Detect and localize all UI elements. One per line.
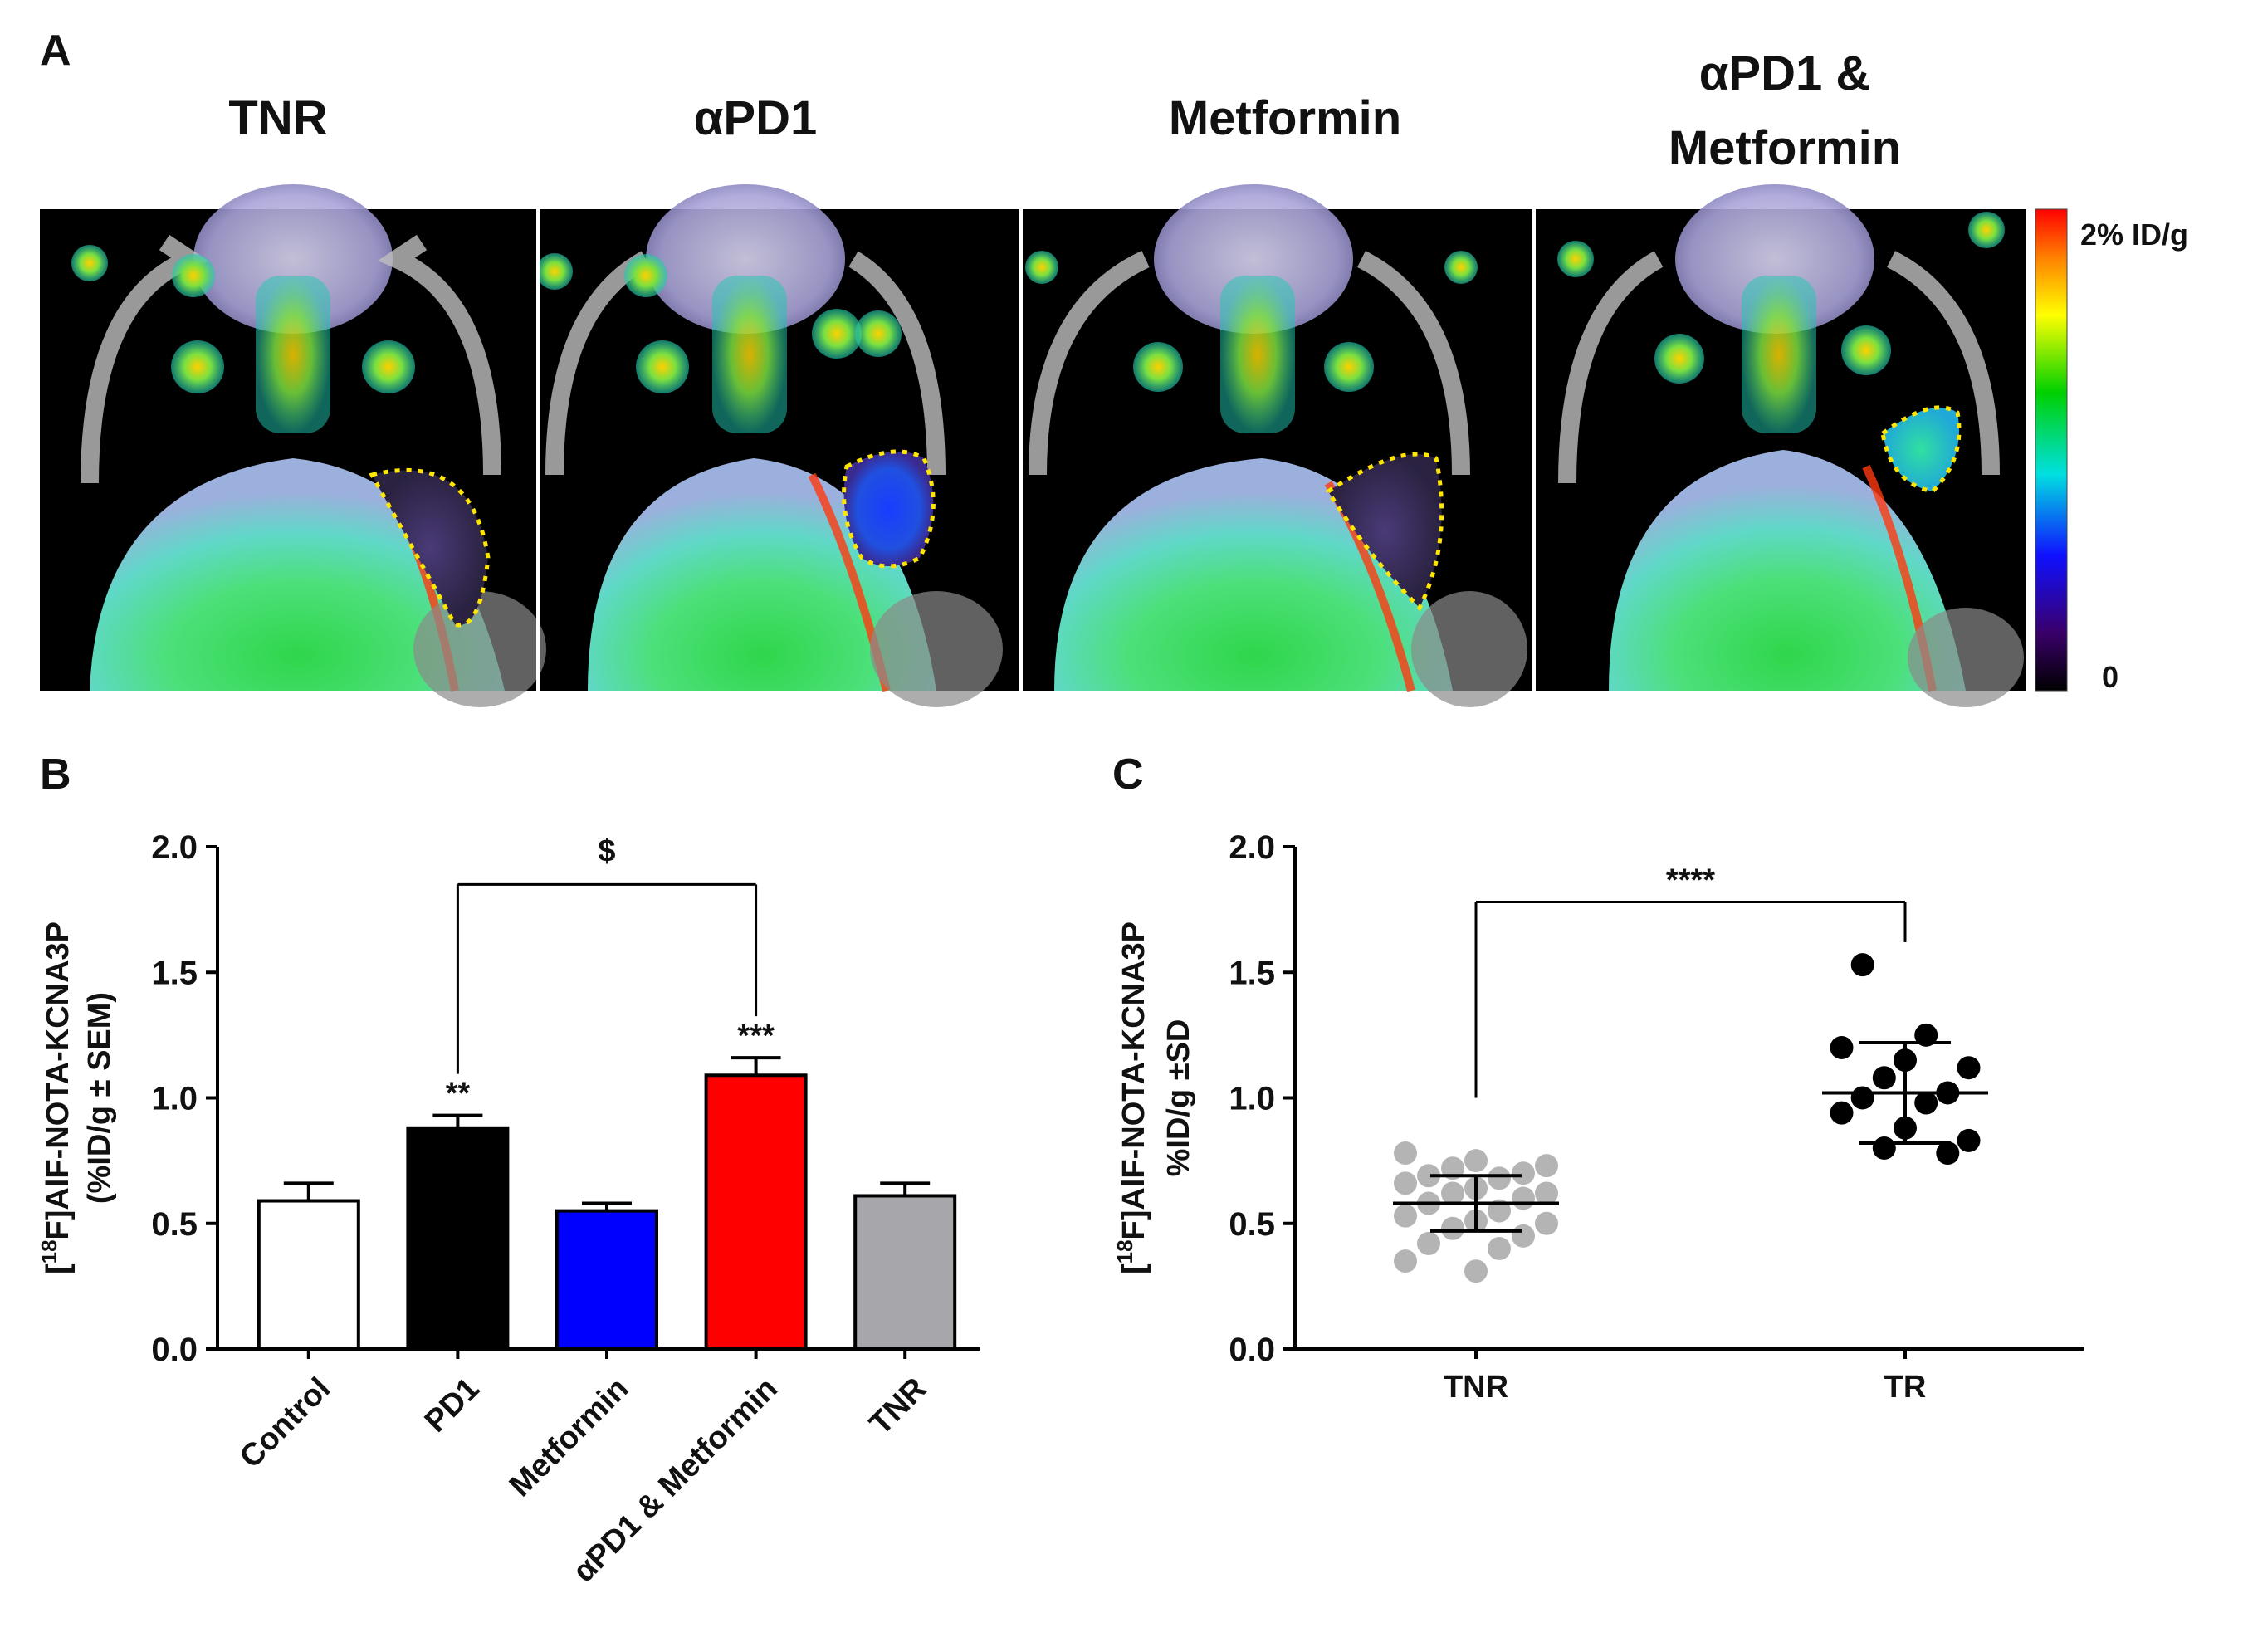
bar (853, 1194, 957, 1351)
y-axis-label-units: %ID/g ±SD (1161, 1019, 1196, 1177)
colorbar (2035, 208, 2068, 692)
data-point (1957, 1056, 1981, 1080)
data-point (1850, 1086, 1874, 1110)
chart-c: 0.0 0.5 1.0 1.5 2.0 TNR TR **** [18F]AlF-NOTA-KC… (1112, 829, 2084, 1405)
panel-c-letter: C (1112, 750, 1144, 799)
data-point (1850, 953, 1874, 977)
data-point (1914, 1091, 1938, 1115)
data-point (1417, 1164, 1440, 1188)
data-point (1957, 1128, 1981, 1152)
data-point (1535, 1181, 1558, 1205)
data-point (1488, 1199, 1511, 1223)
bar (555, 1209, 658, 1351)
y-tick-label: 0.5 (1229, 1206, 1275, 1243)
bracket-label: $ (598, 833, 615, 868)
data-point (1512, 1224, 1535, 1248)
panel-a-title-metformin: Metformin (1169, 91, 1401, 145)
significance-mark: ** (446, 1077, 471, 1112)
bracket-label: **** (1666, 863, 1715, 898)
data-point (1394, 1141, 1417, 1166)
data-point (1830, 1036, 1854, 1059)
data-point (1488, 1237, 1511, 1260)
y-tick-label: 1.5 (151, 955, 198, 991)
panel-a-title-apd1: αPD1 (694, 91, 817, 145)
y-tick-label: 0.0 (1229, 1332, 1275, 1368)
data-point (1394, 1171, 1417, 1195)
bar (704, 1073, 808, 1351)
data-point (1417, 1231, 1440, 1255)
y-tick-label: 2.0 (151, 829, 198, 866)
panel-b-letter: B (40, 750, 71, 799)
x-tick-label: PD1 (418, 1371, 486, 1439)
y-axis-label: [18F]AlF-NOTA-KCNA3P (1112, 921, 1151, 1274)
pet-image-apd1-metformin (1557, 184, 2024, 707)
y-tick-label: 1.0 (151, 1081, 198, 1117)
y-tick-label: 2.0 (1229, 829, 1275, 866)
data-point (1394, 1204, 1417, 1228)
data-point (1441, 1216, 1464, 1240)
pet-image-apd1 (536, 184, 1003, 707)
y-tick-label: 0.0 (151, 1332, 198, 1368)
data-point (1936, 1141, 1960, 1166)
x-tick-label: Control (233, 1371, 337, 1475)
y-tick-label: 0.5 (151, 1206, 198, 1243)
y-axis-label-units: (%ID/g ± SEM) (82, 992, 117, 1204)
panel-a-title-combo-line2: Metformin (1669, 121, 1901, 175)
data-point (1535, 1154, 1558, 1178)
panel-a-title-tnr: TNR (228, 91, 327, 145)
data-point (1394, 1249, 1417, 1273)
bar (257, 1199, 360, 1351)
data-point (1512, 1161, 1535, 1185)
colorbar-max-label: 2% ID/g (2080, 217, 2188, 252)
y-tick-label: 1.0 (1229, 1081, 1275, 1117)
x-tick-label: TNR (1444, 1370, 1508, 1405)
data-point (1535, 1211, 1558, 1235)
data-point (1914, 1023, 1938, 1047)
data-point (1464, 1149, 1488, 1173)
panel-a-letter: A (40, 27, 71, 75)
data-point (1512, 1186, 1535, 1210)
x-tick-label: TR (1884, 1370, 1927, 1405)
pet-image-tnr (71, 184, 546, 707)
y-tick-label: 1.5 (1229, 955, 1275, 991)
data-point (1872, 1066, 1896, 1090)
panel-a-title-combo-line1: αPD1 & (1699, 46, 1870, 100)
x-tick-label: TNR (863, 1371, 934, 1442)
significance-mark: *** (737, 1019, 775, 1053)
data-point (1488, 1166, 1511, 1190)
bar (406, 1126, 510, 1351)
data-point (1464, 1259, 1488, 1283)
x-tick-label: Metformin (503, 1371, 636, 1504)
data-point (1872, 1136, 1896, 1160)
data-point (1830, 1101, 1854, 1125)
colorbar-min-label: 0 (2102, 660, 2118, 694)
pet-image-metformin (1025, 184, 1527, 707)
image-dividers (536, 209, 1536, 691)
data-point (1441, 1181, 1464, 1205)
y-axis-label: [18F]AlF-NOTA-KCNA3P (37, 921, 76, 1274)
data-point (1441, 1156, 1464, 1180)
